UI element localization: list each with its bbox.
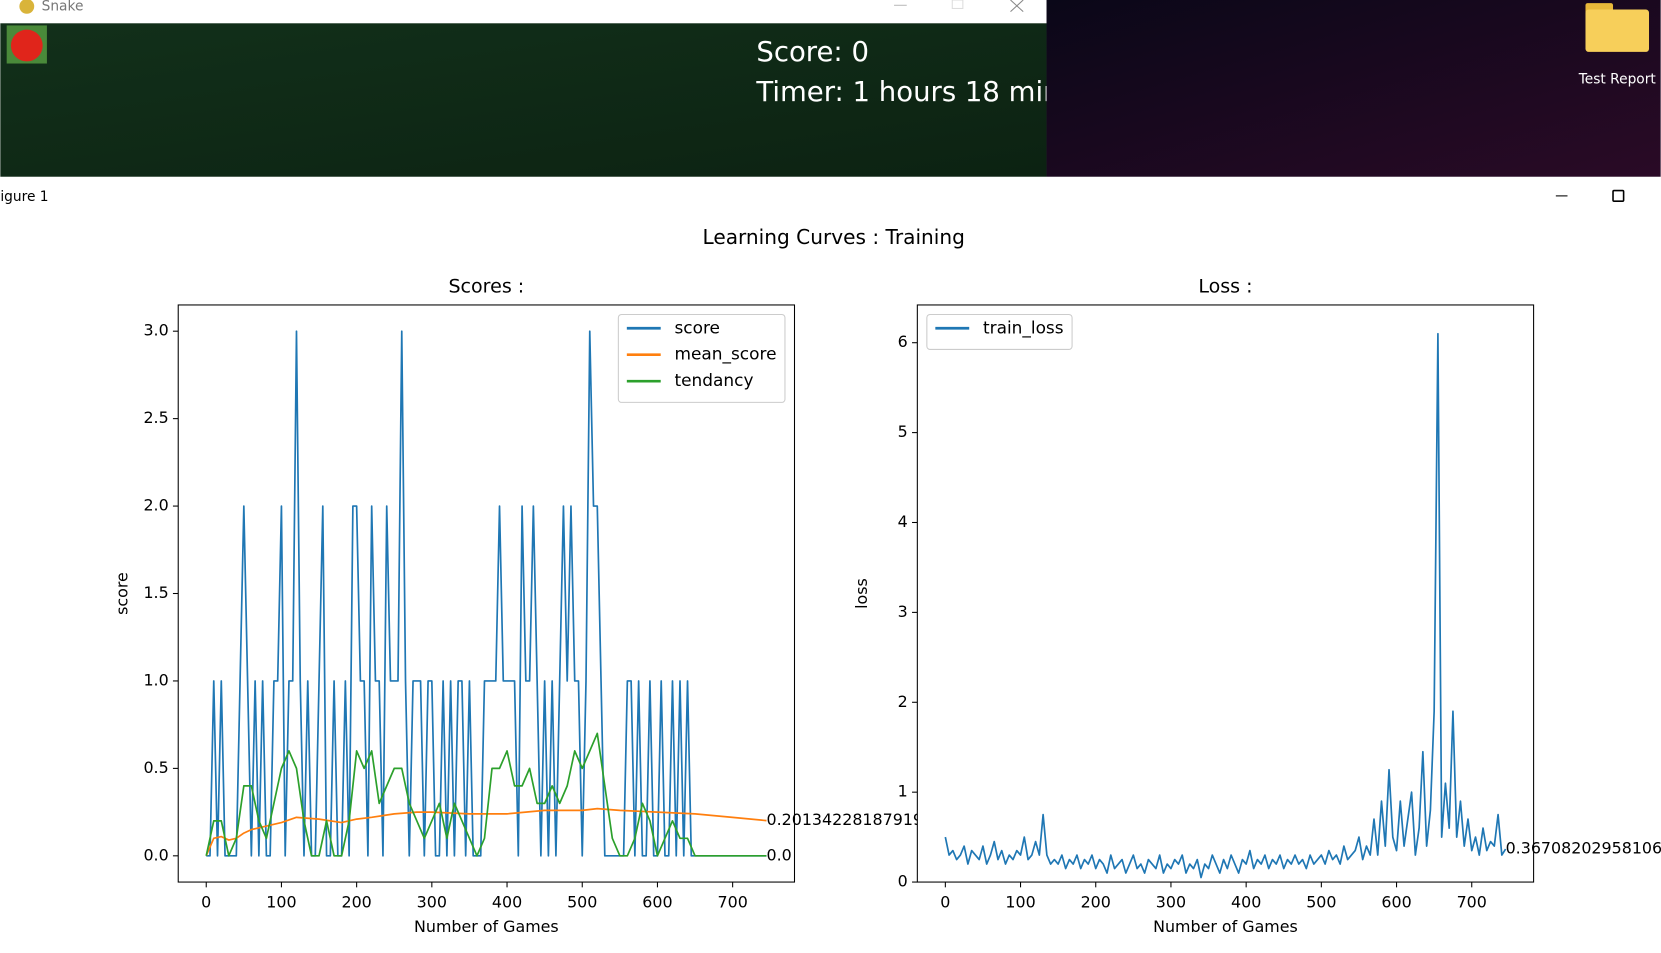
x-tick-label: 500 — [567, 893, 597, 912]
close-button[interactable] — [1010, 0, 1024, 13]
x-tick-label: 200 — [1081, 893, 1111, 912]
score-text: Score: 0 — [756, 36, 869, 68]
y-tick-label: 3 — [898, 602, 908, 621]
y-tick-label: 5 — [898, 422, 908, 441]
legend: score mean_score tendancy — [617, 313, 786, 403]
x-tick-label: 100 — [266, 893, 296, 912]
y-tick-label: 4 — [898, 512, 908, 531]
end-label: 0.36708202958106995 — [1506, 839, 1661, 858]
series-line — [206, 330, 767, 857]
y-tick-label: 6 — [898, 332, 908, 351]
suptitle: Learning Curves : Training — [702, 225, 964, 249]
x-tick-label: 0 — [201, 893, 211, 912]
x-tick-label: 500 — [1306, 893, 1336, 912]
y-tick-label: 0.0 — [143, 845, 168, 864]
figure-window-title: igure 1 — [0, 189, 48, 205]
x-tick-label: 700 — [717, 893, 747, 912]
y-tick-label: 1.5 — [143, 583, 168, 602]
figure-title-bar — [0, 176, 1661, 218]
x-tick-label: 600 — [642, 893, 672, 912]
window-title: Snake — [42, 0, 84, 14]
apple — [10, 29, 43, 62]
timer-text: Timer: 1 hours 18 min 57 s — [755, 76, 1127, 108]
app-icon — [19, 0, 35, 14]
axes-frame — [177, 304, 796, 883]
title-bar — [0, 0, 1047, 24]
chart-title: Loss : — [1198, 275, 1252, 297]
legend: train_loss — [926, 313, 1073, 350]
end-label: 0.0 — [766, 845, 791, 864]
y-tick-label: 2 — [898, 692, 908, 711]
x-tick-label: 300 — [417, 893, 447, 912]
chart-title: Scores : — [448, 275, 524, 297]
legend-label: mean_score — [674, 344, 776, 365]
x-tick-label: 400 — [1231, 893, 1261, 912]
game-area — [0, 23, 1047, 177]
y-tick-label: 1.0 — [143, 670, 168, 689]
y-tick-label: 0 — [898, 872, 908, 891]
folder-icon[interactable] — [1585, 3, 1650, 52]
y-tick-label: 0.5 — [143, 758, 168, 777]
maximize-button[interactable] — [951, 0, 964, 10]
maximize-button[interactable] — [1612, 189, 1625, 202]
x-tick-label: 0 — [940, 893, 950, 912]
end-label: 0.20134228187919462 — [766, 810, 953, 829]
icon-label[interactable]: Test Report — [1578, 71, 1657, 87]
desktop — [1046, 0, 1661, 177]
y-axis-label: loss — [852, 578, 871, 609]
y-tick-label: 2.5 — [143, 408, 168, 427]
y-tick-label: 2.0 — [143, 496, 168, 515]
series-line — [205, 732, 767, 857]
x-tick-label: 600 — [1381, 893, 1411, 912]
series-line — [205, 807, 767, 857]
y-tick-label: 1 — [898, 782, 908, 801]
y-tick-label: 3.0 — [143, 321, 168, 340]
legend-label: tendancy — [674, 370, 753, 390]
legend-label: train_loss — [983, 317, 1064, 338]
x-axis-label: Number of Games — [1153, 917, 1298, 936]
x-axis-label: Number of Games — [414, 917, 559, 936]
y-axis-label: score — [113, 572, 132, 615]
axes-frame — [916, 304, 1535, 883]
x-tick-label: 200 — [341, 893, 371, 912]
x-tick-label: 400 — [492, 893, 522, 912]
legend-label: score — [674, 317, 720, 337]
legend-frame — [926, 313, 1073, 350]
x-tick-label: 100 — [1005, 893, 1035, 912]
series-line — [944, 332, 1507, 879]
x-tick-label: 300 — [1156, 893, 1186, 912]
x-tick-label: 700 — [1457, 893, 1487, 912]
